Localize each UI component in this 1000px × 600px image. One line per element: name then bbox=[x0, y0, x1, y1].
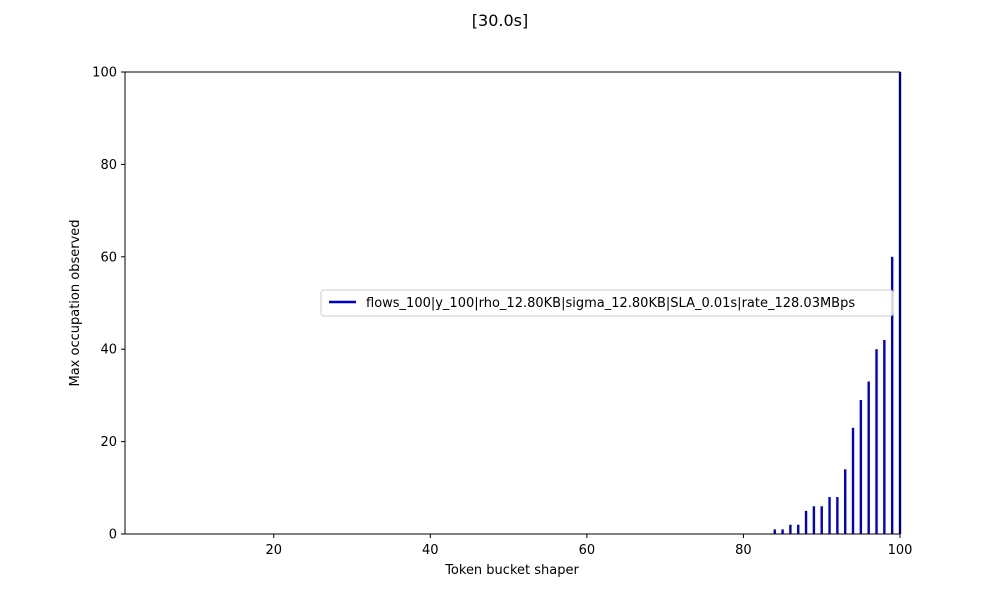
bar-99 bbox=[890, 256, 894, 534]
bar-95 bbox=[859, 400, 863, 534]
x-axis: 20 40 60 80 100 bbox=[265, 534, 912, 558]
bar-91 bbox=[828, 497, 831, 534]
x-tick-label-100: 100 bbox=[888, 543, 913, 558]
x-tick-label-80: 80 bbox=[735, 543, 752, 558]
bar-90 bbox=[820, 506, 823, 534]
legend-box bbox=[320, 289, 894, 317]
x-tick-label-60: 60 bbox=[579, 543, 596, 558]
bar-85 bbox=[781, 529, 784, 534]
legend: flows_100|y_100|rho_12.80KB|sigma_12.80K… bbox=[320, 289, 894, 317]
bar-92 bbox=[836, 497, 839, 534]
y-tick-label-100: 100 bbox=[92, 66, 117, 81]
y-tick-label-0: 0 bbox=[109, 528, 117, 543]
x-tick-label-40: 40 bbox=[422, 543, 439, 558]
y-axis-label: Max occupation observed bbox=[68, 219, 83, 386]
bar-96 bbox=[867, 381, 870, 534]
chart-title: [30.0s] bbox=[472, 11, 528, 30]
x-tick-label-20: 20 bbox=[265, 543, 282, 558]
x-axis-label: Token bucket shaper bbox=[444, 563, 579, 578]
bar-88 bbox=[804, 510, 808, 534]
bar-97 bbox=[875, 349, 878, 534]
y-axis: 0 20 40 60 80 100 bbox=[92, 66, 125, 543]
y-tick-label-20: 20 bbox=[100, 435, 117, 450]
bar-89 bbox=[812, 506, 816, 534]
y-tick-label-40: 40 bbox=[100, 343, 117, 358]
legend-label: flows_100|y_100|rho_12.80KB|sigma_12.80K… bbox=[366, 296, 855, 311]
bar-84 bbox=[773, 529, 776, 534]
bar-87 bbox=[797, 524, 800, 534]
bar-86 bbox=[789, 524, 792, 534]
y-tick-label-80: 80 bbox=[100, 158, 117, 173]
bar-98 bbox=[883, 339, 886, 534]
y-tick-label-60: 60 bbox=[100, 250, 117, 265]
bar-93 bbox=[844, 469, 847, 534]
bar-94 bbox=[851, 427, 855, 534]
plot-area-frame bbox=[124, 71, 901, 535]
